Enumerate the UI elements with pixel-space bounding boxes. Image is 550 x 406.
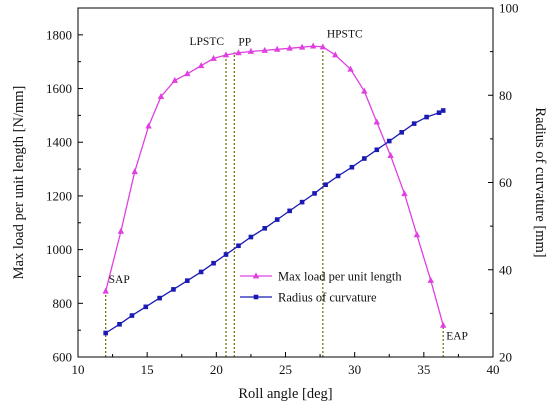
data-point <box>236 243 241 249</box>
data-point <box>299 199 305 205</box>
x-tick-label: 40 <box>487 362 500 377</box>
y-tick-label: 1200 <box>46 188 72 203</box>
data-point <box>262 226 268 231</box>
x-axis-title: Roll angle [deg] <box>238 386 332 402</box>
data-point <box>248 234 254 240</box>
data-point <box>211 260 216 266</box>
data-point <box>440 108 446 113</box>
legend: Max load per unit length Radius of curvat… <box>240 270 402 305</box>
data-point <box>335 173 341 179</box>
data-point <box>143 304 149 310</box>
data-point <box>309 42 317 49</box>
data-point <box>286 44 293 51</box>
annotation-label: SAP <box>109 274 130 286</box>
data-point <box>184 278 190 283</box>
y-tick-label: 600 <box>53 350 73 365</box>
data-point <box>171 76 179 83</box>
data-point <box>436 110 442 115</box>
data-point <box>171 287 176 292</box>
data-point <box>411 121 417 126</box>
x-tick-label: 35 <box>417 362 430 377</box>
y-tick-label: 800 <box>53 296 73 311</box>
annotation-label: LPSTC <box>190 36 225 48</box>
data-point <box>222 51 230 58</box>
data-point <box>347 65 354 72</box>
y2-tick-label: 20 <box>499 350 512 365</box>
x-tick-label: 10 <box>72 362 85 377</box>
data-point <box>117 321 122 327</box>
data-point <box>374 147 380 153</box>
data-point <box>247 47 255 54</box>
data-point <box>103 330 108 336</box>
y2-tick-label: 80 <box>499 88 512 103</box>
annotation-label: EAP <box>446 330 468 342</box>
data-point <box>323 182 328 187</box>
data-point <box>131 168 138 175</box>
data-point <box>427 276 434 283</box>
data-point <box>145 122 152 129</box>
data-point <box>274 45 281 52</box>
data-point <box>399 130 404 135</box>
data-point <box>198 269 204 275</box>
data-point <box>440 321 447 328</box>
y-axis-title: Max load per unit length [N/mm] <box>11 86 27 280</box>
legend-marker <box>253 294 259 300</box>
data-point <box>184 70 191 77</box>
data-point <box>274 217 280 222</box>
data-point <box>287 208 292 214</box>
legend-label: Radius of curvature <box>278 291 377 305</box>
axis-ticks: 10 15 20 25 30 35 40 600 800 1000 1200 1400 1600 1800… <box>46 1 519 378</box>
data-point <box>349 164 355 170</box>
y-tick-label: 1000 <box>46 242 72 257</box>
data-point <box>223 252 229 257</box>
x-tick-label: 25 <box>279 362 292 377</box>
data-point <box>332 51 339 58</box>
plot-frame <box>77 7 494 358</box>
data-point <box>361 87 368 94</box>
data-point <box>373 118 380 125</box>
y2-axis-title: Radius of curvature [mm] <box>532 107 548 257</box>
data-point <box>235 49 242 56</box>
annotation-label: PP <box>238 36 251 48</box>
series-line-2 <box>105 109 444 334</box>
data-point <box>102 287 109 294</box>
data-point <box>298 43 306 50</box>
y2-tick-label: 40 <box>499 262 512 277</box>
legend-label: Max load per unit length <box>278 270 402 284</box>
y-tick-label: 1600 <box>46 81 72 96</box>
y-tick-label: 1800 <box>46 27 72 42</box>
data-point <box>386 138 392 144</box>
y2-tick-label: 100 <box>499 1 519 16</box>
data-point <box>387 152 394 159</box>
annotation-label: HPSTC <box>327 28 363 40</box>
x-tick-label: 15 <box>141 362 154 377</box>
y-tick-label: 1400 <box>46 135 72 150</box>
data-point <box>117 227 125 234</box>
series-layer <box>102 42 447 336</box>
data-point <box>197 62 205 69</box>
data-point <box>312 191 317 196</box>
x-tick-label: 20 <box>210 362 223 377</box>
data-point <box>401 190 408 197</box>
data-point <box>319 43 327 50</box>
data-point <box>424 114 429 120</box>
reference-lines <box>105 46 444 357</box>
y2-tick-label: 60 <box>499 175 512 190</box>
data-point <box>210 54 217 61</box>
data-point <box>362 156 367 161</box>
annotations: SAP LPSTC PP HPSTC EAP <box>109 28 468 342</box>
data-point <box>157 92 165 99</box>
data-point <box>129 313 135 318</box>
data-point <box>157 295 162 301</box>
legend-marker <box>252 272 260 279</box>
data-point <box>261 46 268 53</box>
x-tick-label: 30 <box>348 362 361 377</box>
data-point <box>413 231 421 238</box>
